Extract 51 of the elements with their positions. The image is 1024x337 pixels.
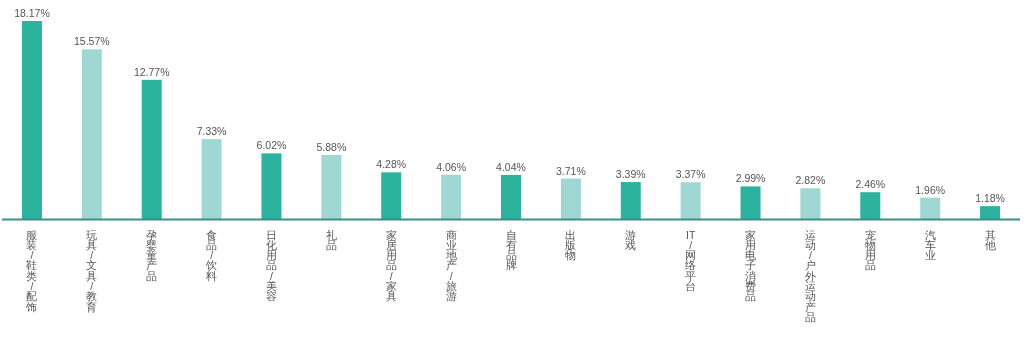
x-tick-label: 宠物用品 [864,228,876,272]
x-tick-label: IT/网络平台 [685,228,697,292]
x-tick-label: 礼品 [325,228,337,251]
x-tick-label: 家用电子消费品 [745,228,757,303]
bar [980,206,1001,219]
data-label: 18.17% [14,7,50,19]
data-label: 3.39% [615,168,646,181]
data-label: 15.57% [74,35,110,48]
data-label: 2.46% [855,178,886,191]
bar [321,154,342,219]
bar [860,192,881,219]
data-label: 2.99% [735,172,766,185]
data-label: 1.18% [975,192,1005,205]
x-tick-label: 日化用品/美容 [265,228,277,303]
x-tick-label: 自有品牌 [505,228,517,272]
bar [141,79,162,219]
data-label: 5.88% [316,140,347,153]
bar [381,172,402,219]
data-label: 4.04% [496,160,526,173]
bar [201,139,222,219]
data-label: 3.37% [675,168,706,181]
data-label: 12.77% [133,65,170,78]
x-tick-label: 家居用品/家具 [385,228,397,303]
bar [920,197,941,219]
bar [501,174,521,219]
x-tick-label: 孕婴童产品 [146,228,158,282]
data-label: 7.33% [196,125,227,138]
x-tick-label: 游戏 [625,228,637,251]
bar [740,186,761,219]
category-label: 运动/户外运动产品 [804,228,816,323]
bar [560,178,581,219]
x-tick-label: 食品/饮料 [205,228,218,282]
bar [21,21,42,219]
bar [261,153,282,219]
bar [81,49,102,219]
bar [441,174,462,219]
x-tick-label: 玩具/文具/教育 [86,228,98,313]
bar [620,182,641,219]
x-tick-label: 汽车业 [924,228,936,262]
bar [680,182,701,219]
x-tick-label: 商业地产/旅游 [444,228,457,303]
data-label: 4.28% [376,158,407,171]
data-label: 3.71% [555,164,586,177]
x-tick-label: 出版物 [565,228,577,262]
x-tick-label: 其他 [984,228,996,251]
data-label: 4.06% [436,160,467,173]
data-label: 6.02% [256,139,287,152]
bar [800,188,821,219]
data-label: 1.96% [915,183,946,196]
x-tick-label: 服装/鞋类/配饰 [25,228,38,313]
data-label: 2.82% [795,174,826,187]
